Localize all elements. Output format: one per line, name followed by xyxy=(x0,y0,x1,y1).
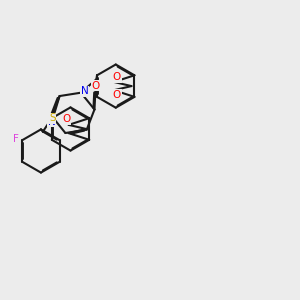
Text: O: O xyxy=(113,73,121,82)
Text: O: O xyxy=(62,115,70,124)
Text: N: N xyxy=(48,117,56,127)
Text: O: O xyxy=(113,90,121,100)
Text: S: S xyxy=(49,113,56,123)
Text: F: F xyxy=(13,134,19,144)
Text: N: N xyxy=(81,86,88,97)
Text: O: O xyxy=(91,81,100,91)
